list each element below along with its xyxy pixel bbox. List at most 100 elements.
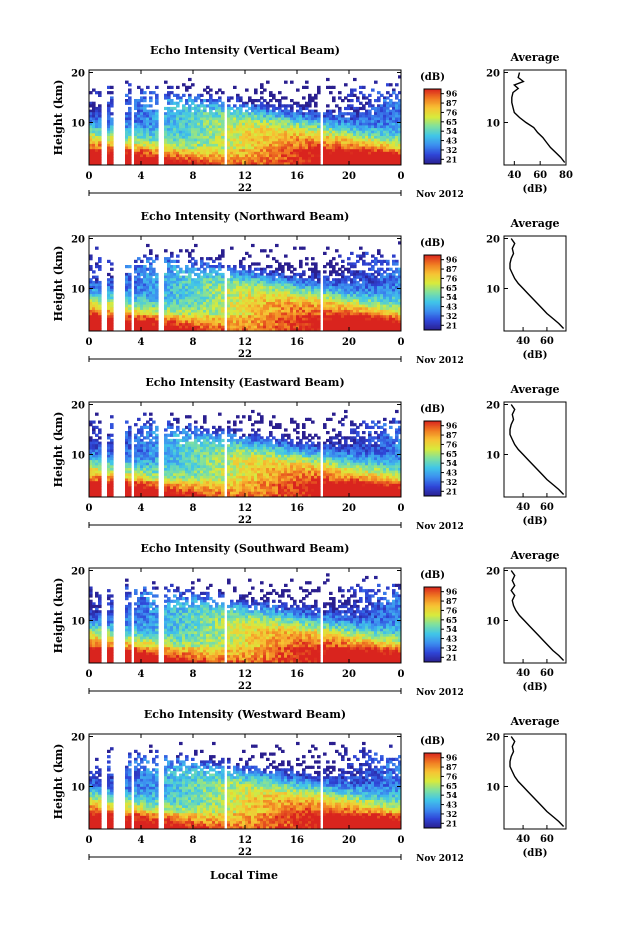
heatmap-cell [350, 154, 354, 158]
heatmap-cell [212, 309, 216, 314]
heatmap-cell [395, 138, 399, 142]
heatmap-cell [308, 157, 312, 161]
heatmap-cell [332, 317, 336, 321]
heatmap-cell [359, 125, 363, 129]
heatmap-cell [368, 125, 372, 129]
heatmap-cell [263, 291, 267, 295]
heatmap-cell [185, 146, 189, 150]
heatmap-cell [287, 104, 291, 108]
heatmap-cell [125, 93, 129, 97]
heatmap-cell [251, 138, 255, 142]
heatmap-cell [230, 159, 234, 163]
heatmap-cell [164, 141, 168, 145]
heatmap-cell [317, 88, 321, 92]
heatmap-cell [215, 294, 219, 298]
heatmap-cell [380, 272, 384, 277]
heatmap-cell [314, 304, 318, 308]
heatmap-cell [350, 312, 354, 316]
heatmap-cell [92, 133, 96, 137]
heatmap-cell [395, 106, 399, 111]
heatmap-cell [356, 254, 360, 258]
heatmap-cell [146, 278, 150, 282]
heatmap-cell [263, 117, 267, 121]
heatmap-cell [236, 96, 240, 100]
heatmap-cell [89, 151, 93, 155]
heatmap-cell [395, 275, 399, 279]
heatmap-cell [350, 136, 354, 140]
heatmap-cell [107, 259, 111, 263]
heatmap-cell [188, 120, 192, 124]
heatmap-cell [209, 304, 213, 308]
heatmap-cell [200, 288, 204, 292]
heatmap-cell [134, 283, 138, 287]
heatmap-cell [281, 157, 285, 161]
heatmap-cell [377, 280, 381, 285]
heatmap-cell [92, 112, 96, 116]
heatmap-cell [341, 315, 345, 319]
heatmap-cell [329, 259, 333, 263]
heatmap-cell [311, 154, 315, 158]
heatmap-cell [338, 96, 342, 100]
heatmap-cell [341, 291, 345, 295]
heatmap-cell [164, 291, 168, 295]
colorbar-tick-label: 87 [446, 264, 457, 274]
heatmap-cell [242, 122, 246, 126]
heatmap-cell [206, 317, 210, 321]
heatmap-cell [245, 296, 249, 300]
heatmap-cell [290, 294, 294, 298]
heatmap-cell [197, 146, 201, 150]
heatmap-cell [134, 151, 138, 155]
heatmap-cell [155, 149, 159, 153]
colorbar-swatch [424, 262, 441, 265]
colorbar-swatch [424, 149, 441, 151]
heatmap-cell [203, 302, 207, 306]
heatmap-cell [254, 114, 258, 119]
heatmap-cell [188, 267, 192, 271]
heatmap-cell [257, 272, 261, 277]
heatmap-cell [152, 328, 156, 331]
heatmap-cell [167, 272, 171, 277]
heatmap-cell [380, 159, 384, 163]
heatmap-cell [371, 259, 375, 263]
heatmap-cell [299, 141, 303, 145]
heatmap-cell [254, 272, 258, 277]
heatmap-cell [167, 328, 171, 331]
heatmap-cell [302, 270, 306, 274]
heatmap-cell [398, 296, 401, 300]
heatmap-cell [383, 96, 387, 100]
heatmap-cell [248, 299, 252, 303]
heatmap-cell [263, 317, 267, 321]
heatmap-cell [92, 312, 96, 316]
heatmap-cell [182, 323, 186, 327]
heatmap-cell [221, 294, 225, 298]
heatmap-cell [371, 294, 375, 298]
heatmap-cell [305, 315, 309, 319]
heatmap-cell [356, 275, 360, 279]
colorbar-swatch [424, 144, 441, 146]
colorbar-swatch [424, 112, 441, 115]
heatmap-cell [269, 122, 273, 126]
heatmap-cell [326, 122, 330, 126]
heatmap-cell [368, 162, 372, 165]
heatmap-cell [185, 125, 189, 129]
heatmap-cell [263, 286, 267, 290]
heatmap-cell [359, 133, 363, 137]
heatmap-cell [98, 151, 102, 155]
heatmap-cell [353, 302, 357, 306]
colorbar-frame [423, 254, 442, 331]
heatmap-cell [143, 151, 147, 155]
heatmap-cell [386, 112, 390, 116]
colorbar-swatch [424, 130, 441, 132]
heatmap-cell [152, 302, 156, 306]
heatmap-cell [395, 130, 399, 134]
heatmap-cell [251, 262, 255, 266]
heatmap-cell [302, 157, 306, 161]
heatmap-cell [179, 122, 183, 126]
heatmap-cell [197, 109, 201, 113]
heatmap-cell [140, 104, 144, 108]
heatmap-cell [311, 278, 315, 282]
heatmap-cell [377, 151, 381, 155]
heatmap-cell [128, 125, 132, 129]
heatmap-cell [209, 109, 213, 113]
heatmap-cell [98, 473, 102, 477]
